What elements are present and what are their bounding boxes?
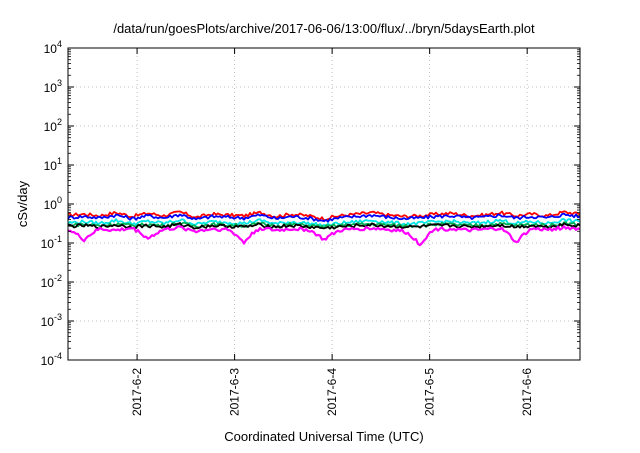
y-tick-label: 102 (44, 117, 62, 134)
x-tick-label: 2017-6-5 (423, 368, 437, 416)
y-tick-label: 10-2 (41, 273, 62, 290)
y-ticks: 10-4 10-3 10-2 10-1 100 101 102 103 104 (41, 39, 580, 368)
y-tick-label: 104 (44, 39, 62, 56)
y-tick-label: 10-4 (41, 351, 62, 368)
series-line (67, 221, 581, 230)
y-tick-label: 103 (44, 78, 62, 95)
x-ticks: 2017-6-2 2017-6-3 2017-6-4 2017-6-5 2017-6-6 (130, 48, 534, 416)
series-group (67, 210, 581, 247)
y-axis-label: cSv/day (15, 180, 30, 227)
x-tick-label: 2017-6-4 (325, 368, 339, 416)
x-tick-label: 2017-6-6 (520, 368, 534, 416)
x-tick-label: 2017-6-2 (130, 368, 144, 416)
series-line (67, 218, 581, 228)
series-line (67, 225, 581, 247)
y-tick-label: 10-3 (41, 312, 62, 329)
series-line (67, 212, 581, 223)
x-axis-label: Coordinated Universal Time (UTC) (224, 429, 423, 444)
chart-title: /data/run/goesPlots/archive/2017-06-06/1… (113, 21, 535, 36)
x-tick-label: 2017-6-3 (228, 368, 242, 416)
y-tick-label: 100 (44, 195, 62, 212)
y-tick-label: 101 (44, 156, 62, 173)
y-tick-label: 10-1 (41, 234, 62, 251)
grid (68, 48, 580, 360)
